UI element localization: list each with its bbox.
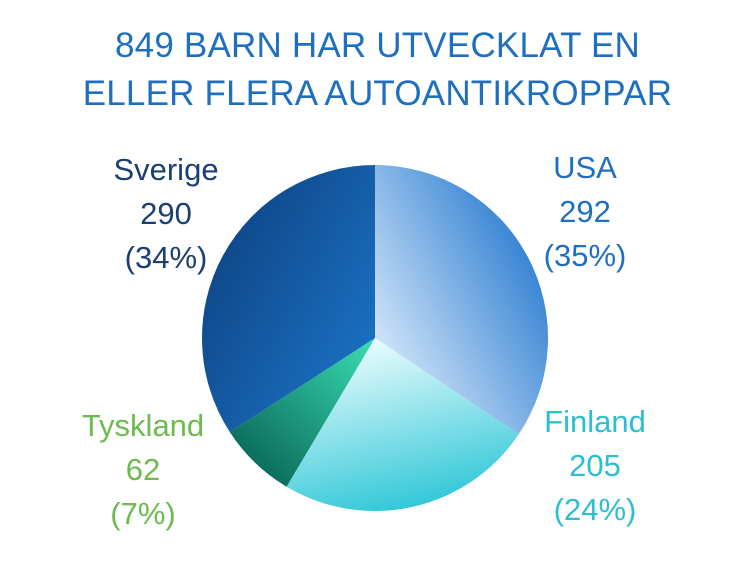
pie-slice-finland	[286, 338, 519, 511]
label-finland-value: 205	[569, 448, 621, 483]
pie-slice-usa	[375, 165, 548, 435]
label-sverige-percent: (34%)	[124, 240, 208, 275]
pie-slice-tyskland	[229, 338, 375, 487]
label-tyskland-value: 62	[125, 452, 161, 487]
label-finland-name: Finland	[544, 404, 646, 439]
chart-title: 849 BARN HAR UTVECKLAT EN ELLER FLERA AU…	[0, 22, 755, 118]
pie-slice-sverige	[202, 165, 375, 433]
label-sverige: Sverige 290 (34%)	[113, 148, 218, 280]
label-finland: Finland 205 (24%)	[544, 400, 646, 532]
label-usa-percent: (35%)	[543, 238, 627, 273]
label-tyskland-percent: (7%)	[110, 496, 176, 531]
chart-title-line-2: ELLER FLERA AUTOANTIKROPPAR	[82, 74, 673, 113]
pie-slices	[202, 165, 548, 511]
label-sverige-value: 290	[140, 196, 192, 231]
label-sverige-name: Sverige	[113, 152, 219, 187]
chart-title-line-1: 849 BARN HAR UTVECKLAT EN	[115, 26, 640, 65]
label-usa-value: 292	[559, 194, 611, 229]
label-tyskland-name: Tyskland	[81, 408, 205, 443]
label-finland-percent: (24%)	[553, 492, 637, 527]
label-tyskland: Tyskland 62 (7%)	[82, 404, 204, 536]
label-usa-name: USA	[553, 150, 617, 185]
label-usa: USA 292 (35%)	[544, 146, 627, 278]
